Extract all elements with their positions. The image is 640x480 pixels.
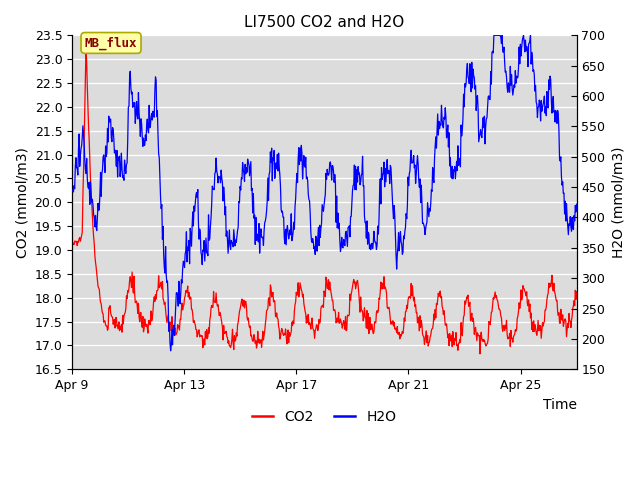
Y-axis label: H2O (mmol/m3): H2O (mmol/m3) xyxy=(611,146,625,258)
X-axis label: Time: Time xyxy=(543,397,577,411)
Legend: CO2, H2O: CO2, H2O xyxy=(247,404,402,429)
Text: MB_flux: MB_flux xyxy=(84,36,137,49)
Title: LI7500 CO2 and H2O: LI7500 CO2 and H2O xyxy=(244,15,404,30)
Y-axis label: CO2 (mmol/m3): CO2 (mmol/m3) xyxy=(15,147,29,258)
